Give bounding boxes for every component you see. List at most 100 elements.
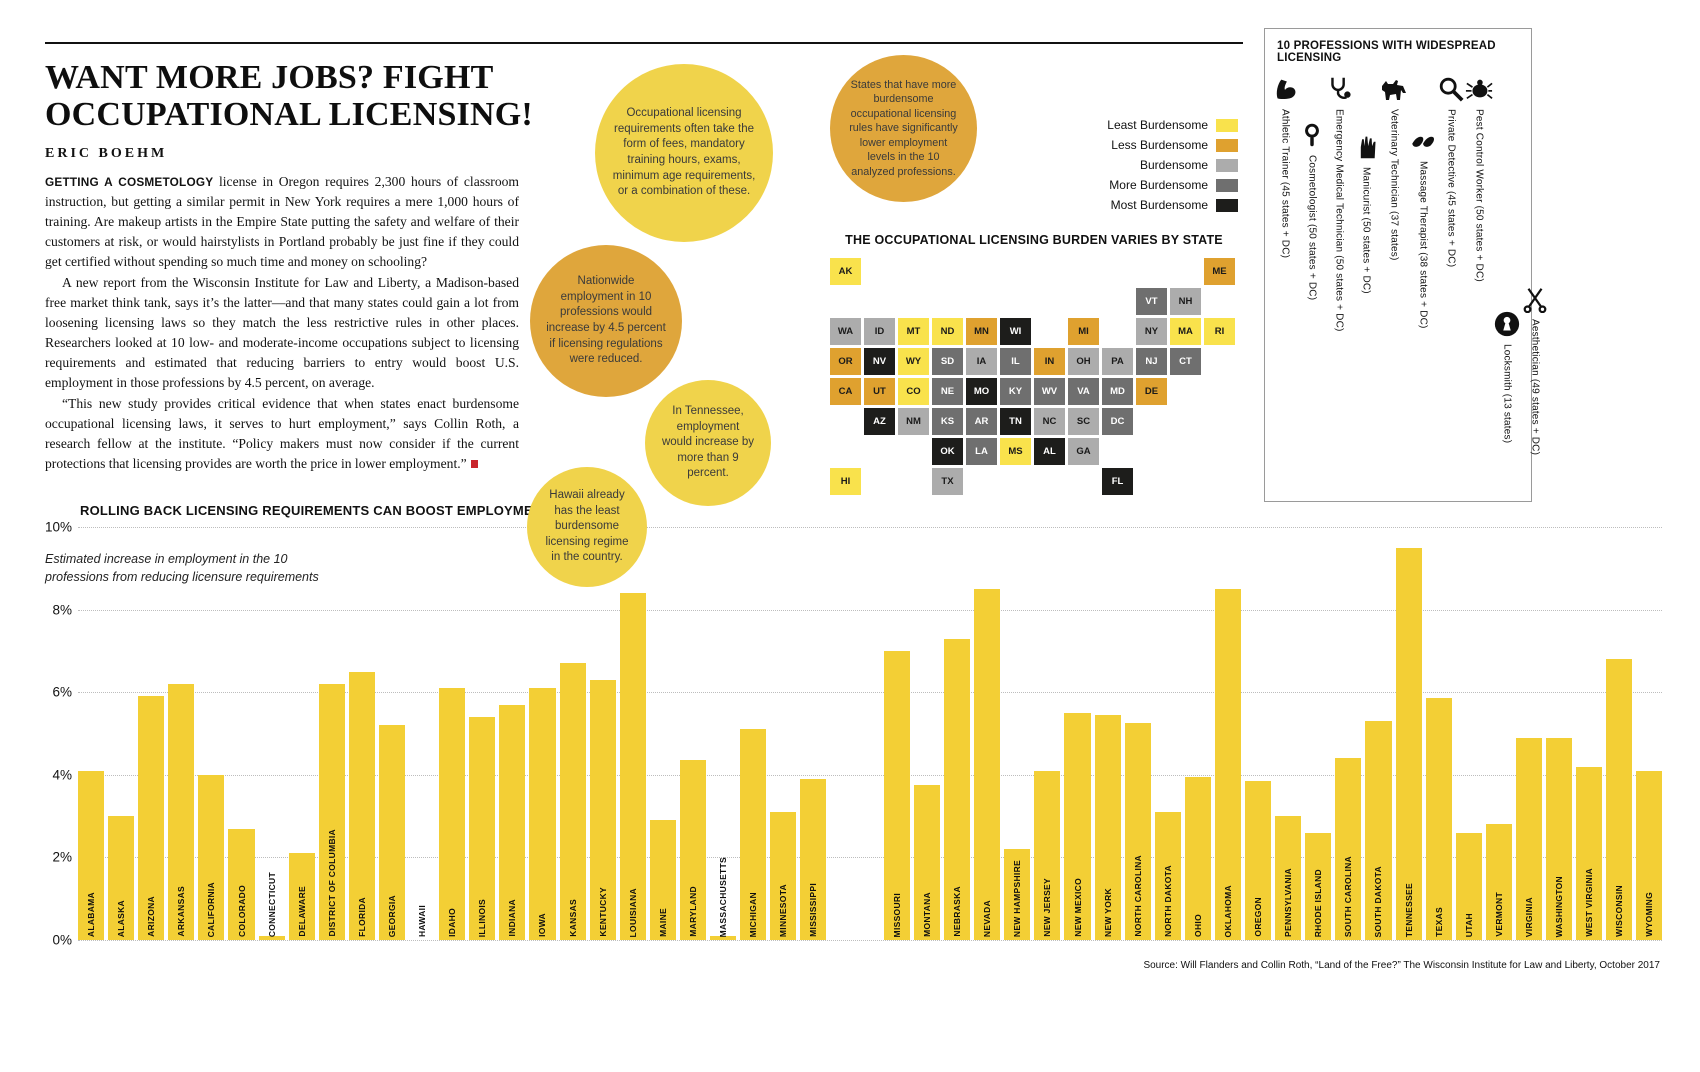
bar-rect xyxy=(1214,588,1242,940)
state-tile-MT: MT xyxy=(898,318,929,345)
state-tile-WA: WA xyxy=(830,318,861,345)
profession-label: Massage Therapist (38 states + DC) xyxy=(1417,161,1429,329)
callout-text: States that have more burdensome occupat… xyxy=(849,78,958,178)
chart-bars: ALABAMA ALASKA ARIZONA ARKANSAS CALIFORNIA CO… xyxy=(78,527,1663,940)
legend-item: Burdensome xyxy=(1090,158,1238,172)
paragraph-3: “This new study provides critical eviden… xyxy=(45,394,519,474)
bar-label: NEW HAMPSHIRE xyxy=(1012,859,1023,937)
article-body: GETTING A COSMETOLOGY license in Oregon … xyxy=(45,172,519,474)
legend-label: Burdensome xyxy=(1139,158,1208,172)
bar-label: LOUISIANA xyxy=(627,887,638,937)
bar-label: NORTH CAROLINA xyxy=(1132,855,1143,937)
chart-y-ticks: 0% 2% 4% 6% 8% 10% xyxy=(28,520,72,948)
bar-label: INDIANA xyxy=(507,899,518,937)
state-tile-NM: NM xyxy=(898,408,929,435)
legend-swatch xyxy=(1216,138,1238,152)
bar-maine: MAINE xyxy=(649,527,676,940)
profession-item: Aesthetician (49 states + DC) xyxy=(1521,284,1549,498)
bar-rect xyxy=(78,770,105,940)
bar-label: RHODE ISLAND xyxy=(1313,868,1324,937)
state-tile-PA: PA xyxy=(1102,348,1133,375)
bar-label: OHIO xyxy=(1192,914,1203,937)
bar-rect xyxy=(914,785,941,940)
state-tile-NC: NC xyxy=(1034,408,1065,435)
source-note: Source: Will Flanders and Collin Roth, “… xyxy=(1143,960,1660,971)
state-tile-RI: RI xyxy=(1204,318,1235,345)
bar-maryland: MARYLAND xyxy=(679,527,706,940)
state-tile-SD: SD xyxy=(932,348,963,375)
bar-rect xyxy=(168,683,195,940)
state-tile-WV: WV xyxy=(1034,378,1065,405)
bar-label: HAWAII xyxy=(417,904,428,937)
state-tile-VT: VT xyxy=(1136,288,1167,315)
bar-label: SOUTH DAKOTA xyxy=(1373,865,1384,937)
bar-label: VERMONT xyxy=(1493,892,1504,937)
bar-label: KENTUCKY xyxy=(597,887,608,937)
gridline xyxy=(78,692,1662,694)
bar-minnesota: MINNESOTA xyxy=(770,527,797,940)
bar-rect xyxy=(288,853,315,940)
legend-label: More Burdensome xyxy=(1109,178,1208,192)
paragraph-2: A new report from the Wisconsin Institut… xyxy=(45,274,519,390)
state-tile-AR: AR xyxy=(966,408,997,435)
state-tile-ME: ME xyxy=(1204,258,1235,285)
bar-montana: MONTANA xyxy=(914,527,941,940)
state-tile-OK: OK xyxy=(932,438,963,465)
end-of-article-marker xyxy=(470,459,478,468)
magnifying-glass-icon xyxy=(1437,74,1465,104)
y-axis-tick: 2% xyxy=(52,849,72,865)
state-tile-AZ: AZ xyxy=(864,408,895,435)
profession-label: Manicurist (50 states + DC) xyxy=(1360,167,1372,294)
bar-kansas: KANSAS xyxy=(559,527,586,940)
bar-rect xyxy=(1305,832,1332,940)
bar-rect xyxy=(318,683,345,940)
bar-wisconsin: WISCONSIN xyxy=(1606,527,1633,940)
bar-new-york: NEW YORK xyxy=(1094,527,1121,940)
legend-label: Most Burdensome xyxy=(1110,198,1208,212)
bar-south-dakota: SOUTH DAKOTA xyxy=(1365,527,1392,940)
state-tile-LA: LA xyxy=(966,438,997,465)
state-tile-WY: WY xyxy=(898,348,929,375)
bar-illinois: ILLINOIS xyxy=(469,527,496,940)
bar-ohio: OHIO xyxy=(1184,527,1211,940)
state-tile-NV: NV xyxy=(864,348,895,375)
profession-label: Private Detective (45 states + DC) xyxy=(1445,109,1457,268)
y-axis-tick: 0% xyxy=(52,932,72,948)
bar-rect xyxy=(1485,824,1512,940)
bar-label: ALASKA xyxy=(116,899,127,937)
y-axis-tick: 4% xyxy=(52,767,72,783)
bar-rect xyxy=(1034,770,1061,940)
legend-label: Least Burdensome xyxy=(1107,118,1208,132)
bar-label: NEW YORK xyxy=(1102,888,1113,937)
bar-label: CALIFORNIA xyxy=(206,881,217,937)
callout-text: In Tennessee, employment would increase … xyxy=(661,405,755,480)
profession-label: Aesthetician (49 states + DC) xyxy=(1529,319,1541,456)
bar-rhode-island: RHODE ISLAND xyxy=(1305,527,1332,940)
gridline xyxy=(78,609,1662,611)
bar-arkansas: ARKANSAS xyxy=(168,527,195,940)
bar-rect xyxy=(378,725,406,940)
callout-tennessee: In Tennessee, employment would increase … xyxy=(645,380,771,506)
bar-rect xyxy=(709,935,737,940)
profession-label: Athletic Trainer (45 states + DC) xyxy=(1279,109,1291,259)
legend-swatch xyxy=(1216,118,1238,132)
bar-missouri: MISSOURI xyxy=(883,527,910,940)
bar-rect xyxy=(619,593,646,940)
title-line-2: OCCUPATIONAL LICENSING! xyxy=(45,95,533,133)
profession-label: Locksmith (13 states) xyxy=(1501,344,1513,444)
hand-mirror-icon xyxy=(1299,120,1325,150)
chart-subtitle: Estimated increase in employment in the … xyxy=(45,552,319,584)
bar-oklahoma: OKLAHOMA xyxy=(1214,527,1242,940)
bar-label: DISTRICT OF COLUMBIA xyxy=(326,829,337,937)
bar-label: PENNSYLVANIA xyxy=(1283,868,1294,937)
profession-item: Emergency Medical Technician (50 states … xyxy=(1325,74,1353,498)
bar-rect xyxy=(1395,547,1422,940)
state-tile-MI: MI xyxy=(1068,318,1099,345)
bar-rect xyxy=(529,688,556,940)
bar-rect xyxy=(198,774,225,940)
bar-alaska: ALASKA xyxy=(108,527,135,940)
y-axis-tick: 8% xyxy=(52,602,72,618)
state-tile-DC: DC xyxy=(1102,408,1133,435)
state-tile-MA: MA xyxy=(1170,318,1201,345)
